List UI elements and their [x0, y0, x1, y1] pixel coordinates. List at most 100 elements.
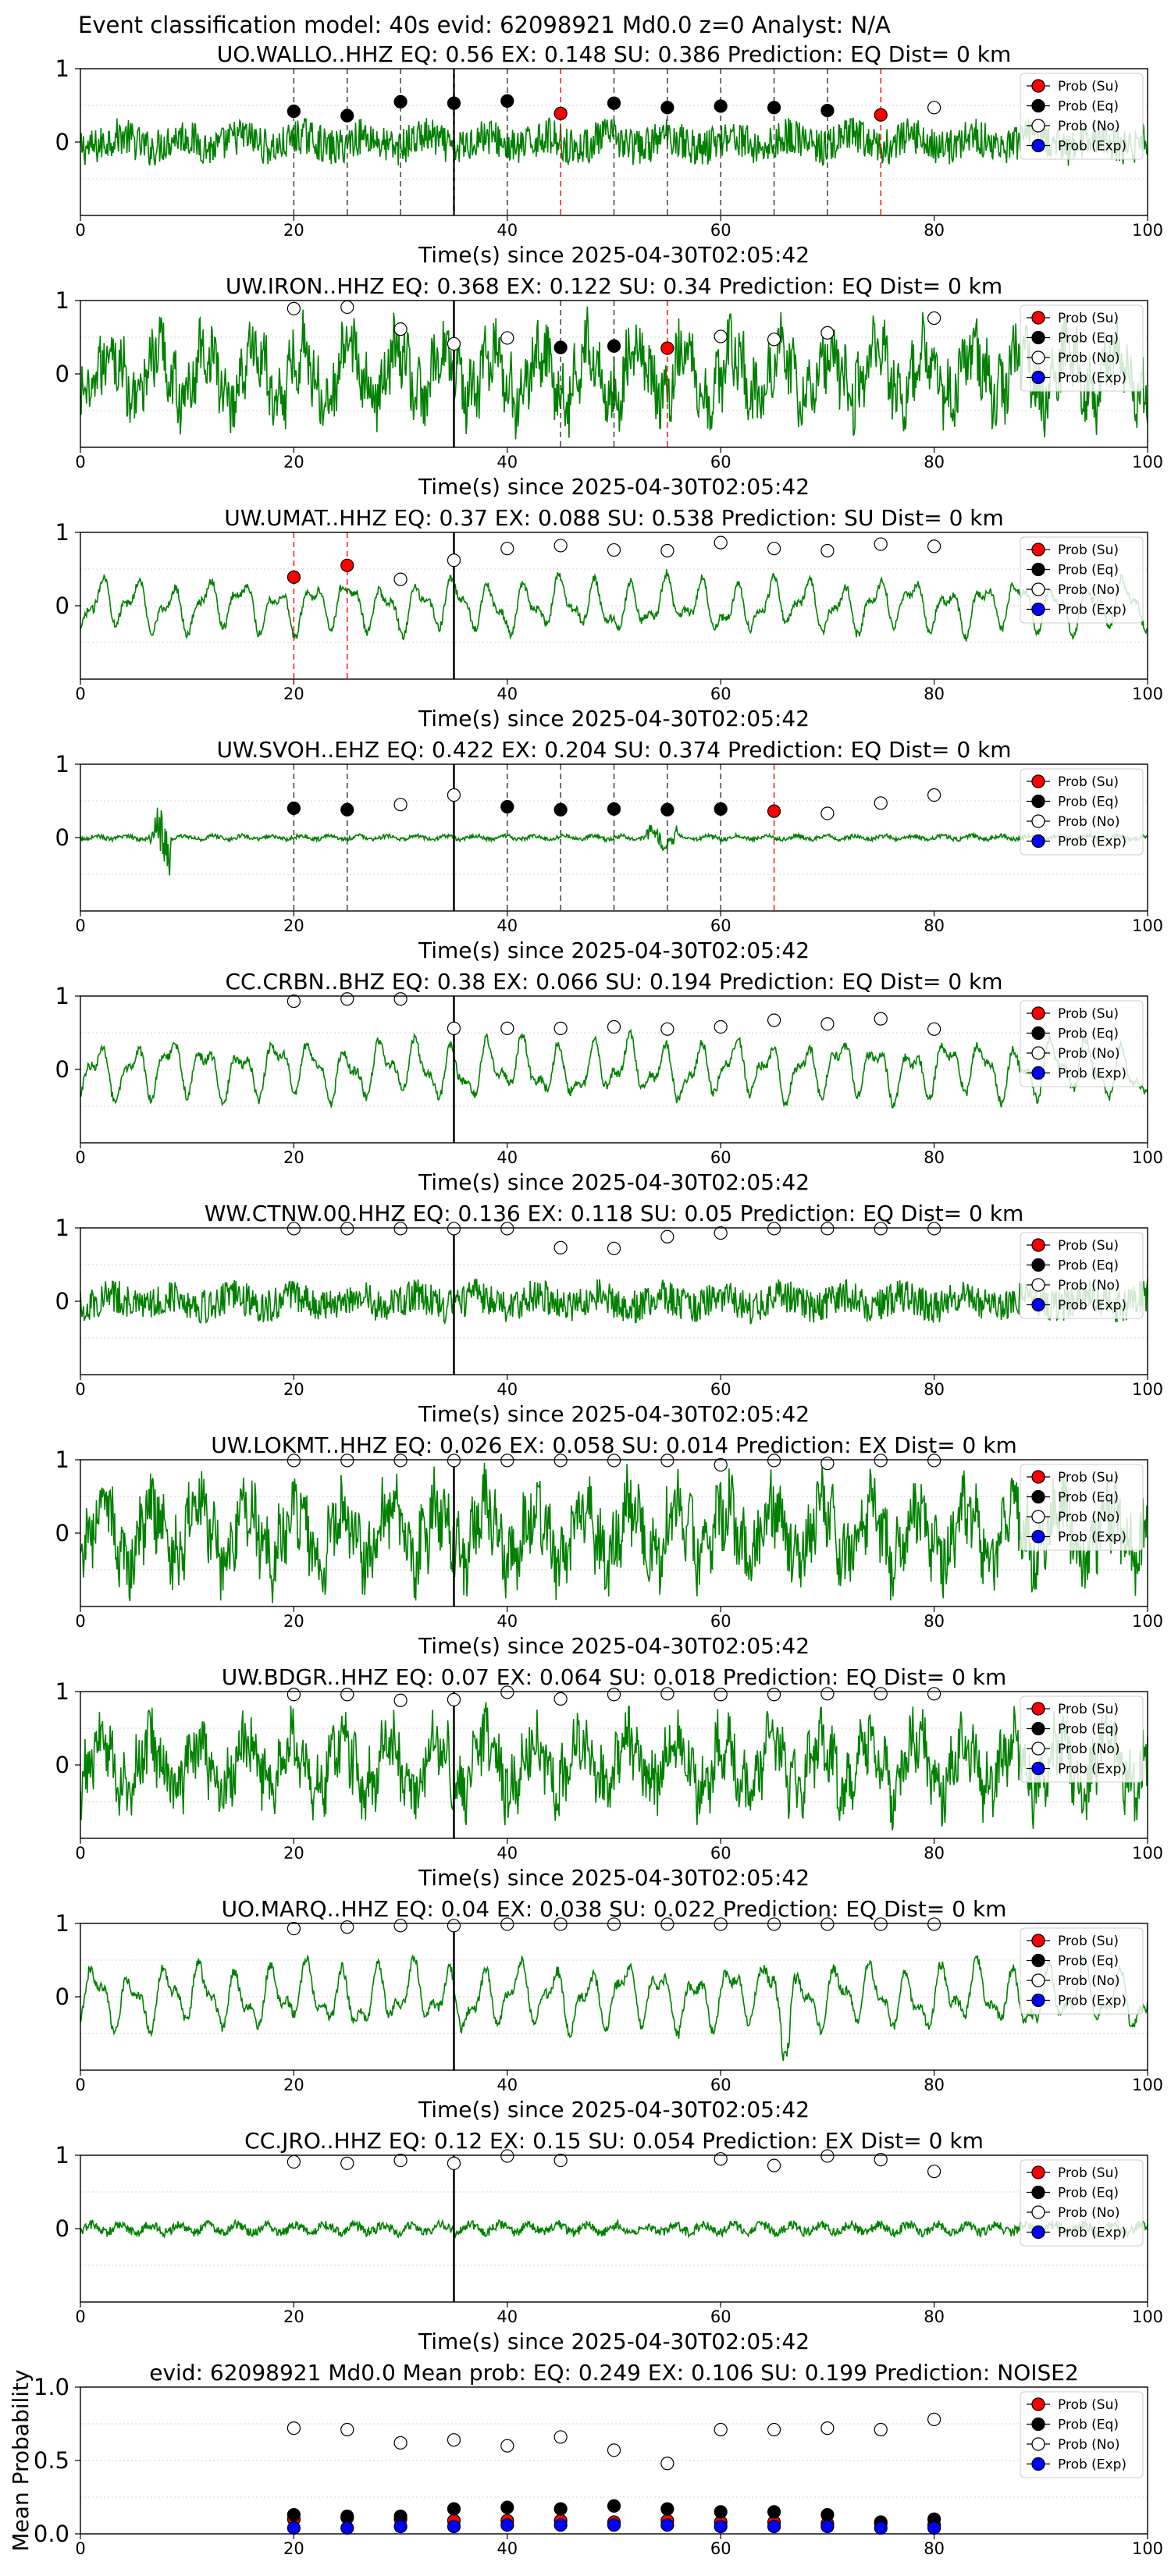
prob-point-no — [553, 1453, 568, 1468]
panel-6: UW.LOKMT..HHZ EQ: 0.026 EX: 0.058 SU: 0.… — [55, 1432, 1164, 1659]
x-tick-label: 60 — [710, 1380, 731, 1399]
prob-point-no — [553, 2153, 568, 2168]
legend-marker-exp — [1031, 834, 1045, 849]
legend-marker-su — [1031, 79, 1045, 93]
prob-point-no — [447, 1021, 461, 1035]
legend-marker-eq — [1031, 2417, 1045, 2432]
x-tick-label: 100 — [1132, 685, 1163, 703]
prob-point-no — [820, 806, 835, 820]
mean-point-exp — [874, 2521, 888, 2535]
prob-point-no — [927, 1687, 941, 1701]
mean-point-exp — [927, 2521, 941, 2535]
mean-point-exp — [820, 2520, 835, 2534]
prob-point-no — [714, 1917, 728, 1931]
y-tick-label: 1 — [55, 1446, 69, 1473]
legend-marker-no — [1031, 1278, 1045, 1292]
y-tick-label: 1 — [55, 287, 69, 314]
x-tick-label: 100 — [1132, 1148, 1163, 1167]
legend-marker-no — [1031, 582, 1045, 596]
waveform-trace — [80, 807, 1148, 876]
x-tick-label: 100 — [1132, 2076, 1163, 2094]
legend-label-su: Prob (Su) — [1058, 1238, 1119, 1254]
prob-point-no — [767, 1013, 781, 1027]
prob-point-no — [820, 1917, 835, 1931]
prob-point-no — [340, 1920, 354, 1934]
x-tick-label: 0 — [75, 2307, 85, 2326]
mean-point-eq — [340, 2509, 354, 2524]
prob-point-no — [447, 788, 461, 802]
prob-point-no — [874, 1687, 888, 1701]
legend-marker-exp — [1031, 1993, 1045, 2008]
legend-marker-su — [1031, 311, 1045, 325]
prob-point-eq — [500, 799, 514, 814]
prob-point-eq — [660, 802, 674, 817]
legend-marker-eq — [1031, 2185, 1045, 2200]
legend-box — [1020, 1695, 1144, 1783]
y-tick-label: 0 — [55, 1288, 69, 1315]
prob-point-no — [927, 1453, 941, 1468]
x-tick-label: 80 — [924, 1380, 945, 1399]
prob-point-no — [447, 2156, 461, 2170]
legend-label-su: Prob (Su) — [1058, 2397, 1119, 2413]
prob-point-no — [393, 1453, 408, 1468]
x-axis-label: Time(s) since 2025-04-30T02:05:42 — [418, 474, 810, 500]
prob-point-no — [820, 326, 835, 340]
prob-point-eq — [393, 94, 408, 109]
prob-point-no — [287, 1453, 301, 1468]
prob-point-no — [607, 1917, 621, 1931]
prob-point-no — [553, 1692, 568, 1706]
legend-label-su: Prob (Su) — [1058, 2165, 1119, 2181]
legend-marker-eq — [1031, 562, 1045, 577]
legend-label-exp: Prob (Exp) — [1058, 139, 1127, 155]
legend-marker-su — [1031, 1702, 1045, 1716]
prob-point-no — [607, 1241, 621, 1255]
legend-label-exp: Prob (Exp) — [1058, 2457, 1127, 2473]
mean-point-no — [714, 2422, 728, 2437]
prob-point-no — [820, 2149, 835, 2163]
waveform-trace — [80, 1462, 1148, 1603]
legend-marker-no — [1031, 119, 1045, 133]
panel-9: CC.JRO..HHZ EQ: 0.12 EX: 0.15 SU: 0.054 … — [55, 2128, 1164, 2354]
prob-point-no — [927, 788, 941, 802]
mean-point-exp — [447, 2520, 461, 2534]
prob-point-no — [340, 1688, 354, 1702]
legend-box — [1020, 2159, 1144, 2247]
legend-label-eq: Prob (Eq) — [1058, 795, 1119, 810]
legend-marker-exp — [1031, 2225, 1045, 2240]
legend-marker-su — [1031, 1470, 1045, 1484]
panel-title: WW.CTNW.00.HHZ EQ: 0.136 EX: 0.118 SU: 0… — [205, 1201, 1024, 1226]
x-tick-label: 40 — [497, 1380, 518, 1399]
x-axis-label: Time(s) since 2025-04-30T02:05:42 — [418, 1865, 810, 1891]
legend-box — [1020, 1464, 1144, 1551]
legend-label-no: Prob (No) — [1058, 1742, 1120, 1757]
prob-point-eq — [607, 339, 621, 353]
x-tick-label: 40 — [497, 2539, 518, 2558]
prob-point-no — [393, 992, 408, 1006]
x-tick-label: 20 — [283, 2307, 304, 2326]
x-tick-label: 100 — [1132, 221, 1163, 240]
prob-point-no — [927, 311, 941, 326]
mean-point-exp — [767, 2520, 781, 2534]
x-axis-label: Time(s) since 2025-04-30T02:05:42 — [418, 1169, 810, 1195]
mean-point-eq — [447, 2502, 461, 2516]
x-tick-label: 60 — [710, 453, 731, 471]
x-tick-label: 80 — [924, 1612, 945, 1631]
panel-8: UO.MARQ..HHZ EQ: 0.04 EX: 0.038 SU: 0.02… — [55, 1896, 1164, 2122]
prob-point-no — [874, 796, 888, 810]
y-tick-label: 0.0 — [34, 2521, 69, 2547]
prob-point-no — [767, 2158, 781, 2172]
legend-marker-exp — [1031, 1761, 1045, 1776]
legend-marker-su — [1031, 2165, 1045, 2179]
y-tick-label: 0 — [55, 824, 69, 851]
prob-point-no — [500, 1685, 514, 1699]
panel-3: UW.SVOH..EHZ EQ: 0.422 EX: 0.204 SU: 0.3… — [55, 737, 1164, 963]
legend-marker-exp — [1031, 1297, 1045, 1312]
prob-point-no — [287, 2154, 301, 2169]
x-tick-label: 0 — [75, 1612, 85, 1631]
legend-label-exp: Prob (Exp) — [1058, 1298, 1127, 1314]
legend-marker-no — [1031, 1742, 1045, 1756]
x-tick-label: 80 — [924, 1148, 945, 1167]
prob-point-eq — [287, 801, 301, 816]
legend-marker-su — [1031, 1934, 1045, 1948]
y-tick-label: 1 — [55, 751, 69, 777]
